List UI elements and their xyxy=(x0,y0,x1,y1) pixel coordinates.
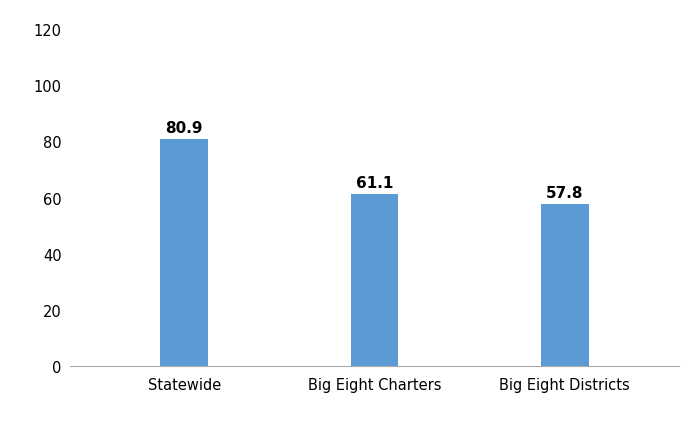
Bar xyxy=(160,139,208,366)
Bar xyxy=(541,204,589,366)
Text: 57.8: 57.8 xyxy=(546,185,584,200)
Bar xyxy=(351,195,398,366)
Text: 61.1: 61.1 xyxy=(356,176,393,191)
Text: 80.9: 80.9 xyxy=(165,120,203,135)
